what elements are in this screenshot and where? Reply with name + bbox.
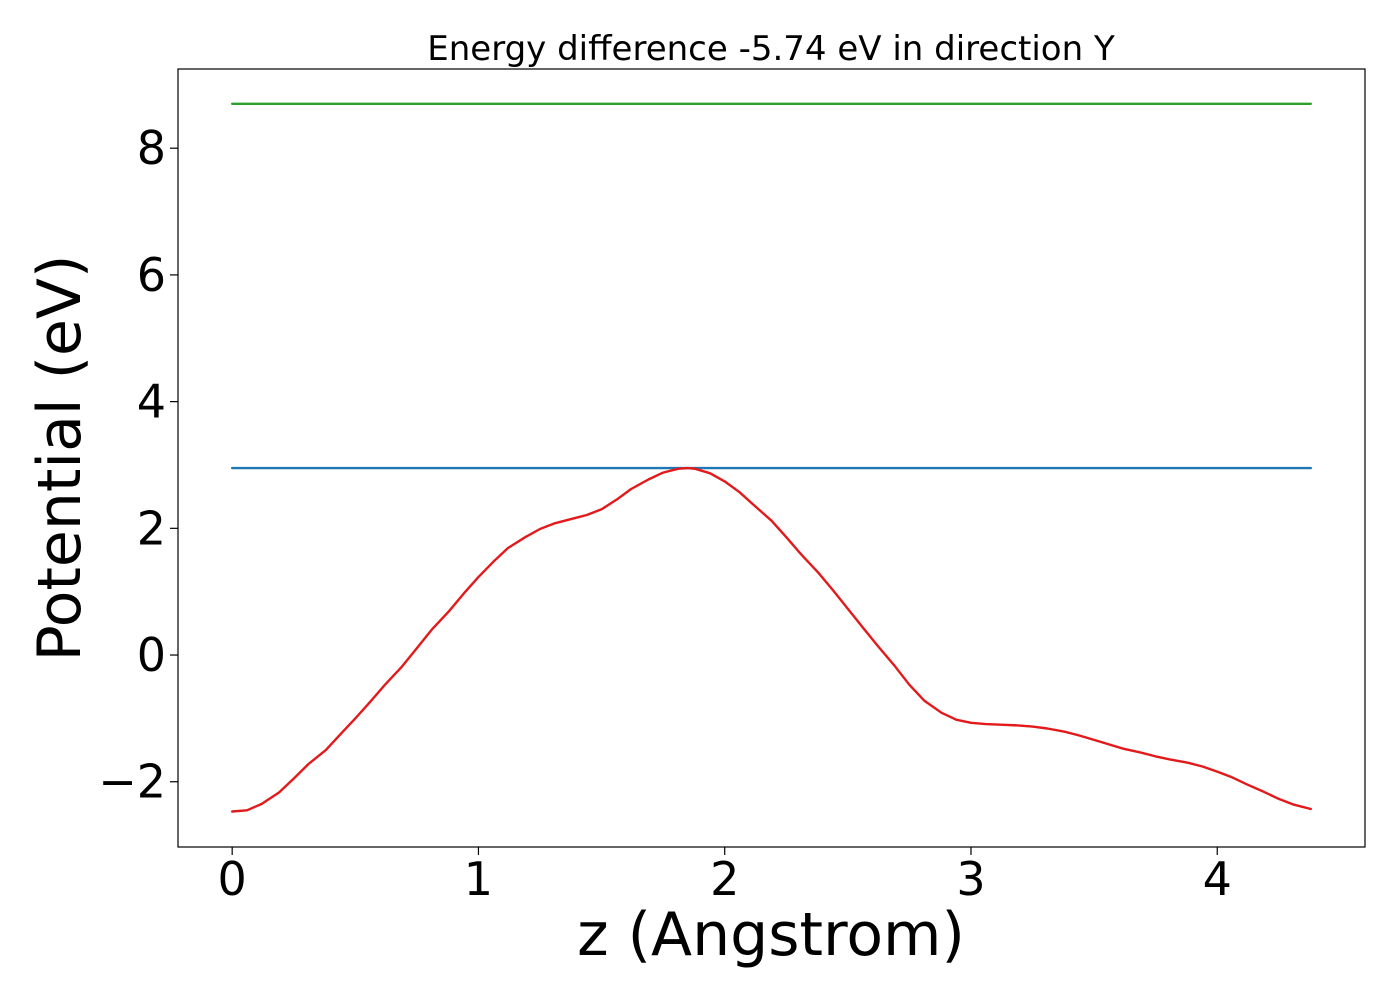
- y-tick-label: 8: [137, 121, 166, 175]
- series-line-3: [231, 466, 1312, 813]
- x-tick-label: 3: [956, 852, 985, 906]
- y-tick-label: 4: [137, 375, 166, 429]
- y-axis: −2 0 2 4 6 8: [98, 121, 178, 809]
- y-axis-label: Potential (eV): [25, 255, 95, 662]
- y-tick-label: 6: [137, 248, 166, 302]
- plot-lines: [231, 102, 1312, 813]
- x-axis-label: z (Angstrom): [577, 900, 965, 970]
- x-tick-label: 0: [218, 852, 247, 906]
- y-tick-label: 0: [137, 628, 166, 682]
- x-tick-label: 1: [464, 852, 493, 906]
- x-axis: 0 1 2 3 4: [218, 847, 1232, 906]
- y-tick-label: 2: [137, 501, 166, 555]
- x-tick-label: 4: [1203, 852, 1232, 906]
- chart-title: Energy difference -5.74 eV in direction …: [427, 29, 1115, 69]
- y-tick-label: −2: [98, 755, 166, 809]
- plot-frame: [177, 68, 1366, 848]
- x-tick-label: 2: [710, 852, 739, 906]
